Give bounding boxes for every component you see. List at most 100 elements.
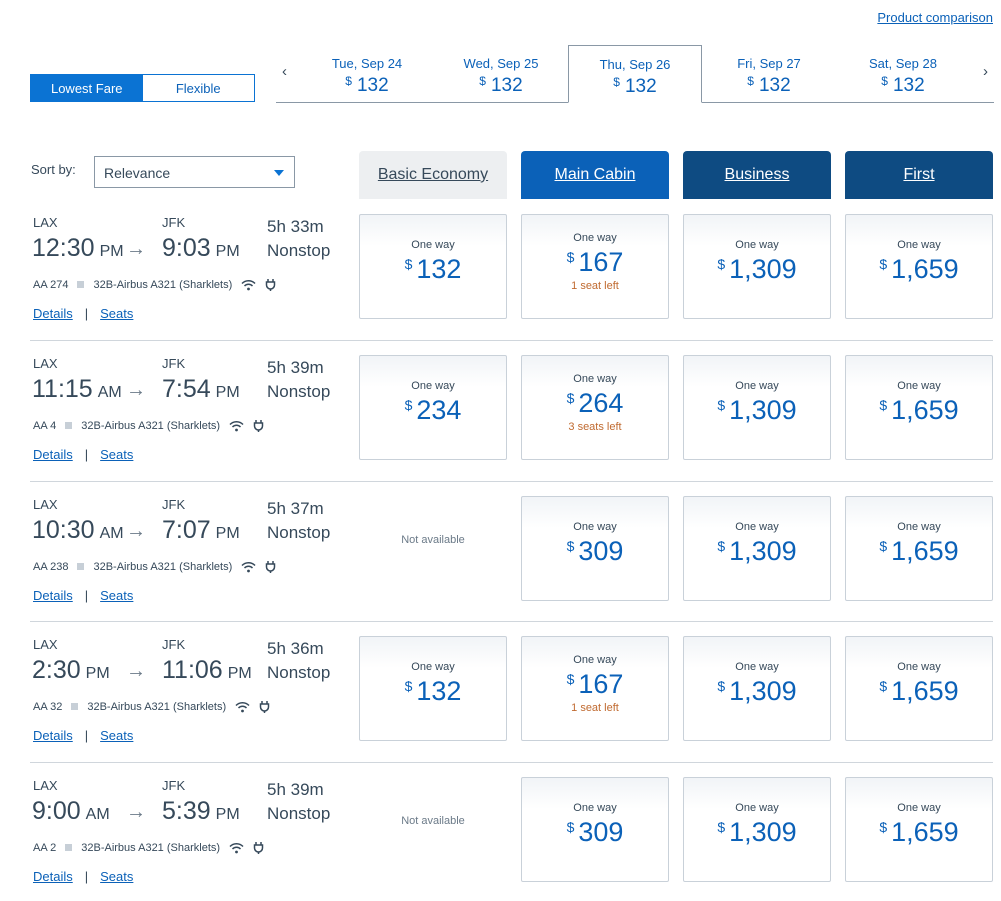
departure-time-value: 9:00 (32, 797, 81, 825)
fare-not-available: Not available (401, 814, 465, 827)
lowest-fare-toggle[interactable]: Lowest Fare (31, 75, 143, 101)
fare-card-main[interactable]: One way $264 3 seats left (521, 355, 669, 460)
chevron-right-icon[interactable]: › (983, 63, 988, 80)
fare-price-value: 167 (578, 669, 624, 699)
fare-card-main[interactable]: One way $309 (521, 496, 669, 601)
date-carousel: ‹ › Tue, Sep 24 $132 Wed, Sep 25 $132 Thu, S… (276, 45, 994, 103)
fare-price: $1,659 (846, 254, 992, 285)
date-tab[interactable]: Sat, Sep 28 $132 (836, 45, 970, 103)
fare-price: $1,659 (846, 395, 992, 426)
sort-dropdown[interactable]: Relevance (94, 156, 295, 188)
sort-label: Sort by: (31, 162, 76, 177)
fare-card-first[interactable]: One way $1,659 (845, 496, 993, 601)
currency-symbol: $ (566, 671, 575, 687)
date-tab[interactable]: Tue, Sep 24 $132 (300, 45, 434, 103)
fare-card-first[interactable]: One way $1,659 (845, 355, 993, 460)
currency-symbol: $ (566, 390, 575, 406)
chevron-left-icon[interactable]: ‹ (282, 63, 287, 80)
date-tab-label: Tue, Sep 24 (331, 56, 403, 71)
fare-card-first[interactable]: One way $1,659 (845, 777, 993, 882)
cabin-header-business[interactable]: Business (683, 151, 831, 199)
flight-row: LAX JFK 10:30 AM → 7:07 PM 5h 37m Nonstop AA 238 3… (30, 481, 993, 621)
date-tab-label: Fri, Sep 27 (737, 56, 801, 71)
fare-type-label: One way (411, 661, 455, 673)
seats-link[interactable]: Seats (100, 728, 134, 743)
fare-card-business[interactable]: One way $1,309 (683, 496, 831, 601)
arrow-right-icon: → (126, 801, 146, 823)
cabin-header-basic-economy[interactable]: Basic Economy (359, 151, 507, 199)
separator-square (77, 563, 85, 570)
currency-symbol: $ (566, 819, 575, 835)
flight-row: LAX JFK 11:15 AM → 7:54 PM 5h 39m Nonstop AA 4 32B… (30, 340, 993, 480)
fare-card-basic[interactable]: One way $132 (359, 214, 507, 319)
fare-type-label: One way (411, 239, 455, 251)
arrival-time-value: 7:07 (162, 516, 211, 544)
flexible-fare-toggle[interactable]: Flexible (142, 75, 254, 101)
fare-card-business[interactable]: One way $1,309 (683, 777, 831, 882)
date-tab[interactable]: Wed, Sep 25 $132 (434, 45, 568, 103)
date-tab[interactable]: Thu, Sep 26 $132 (568, 45, 702, 103)
link-separator: | (84, 588, 89, 603)
seats-left-notice: 1 seat left (571, 702, 619, 714)
details-link[interactable]: Details (33, 306, 73, 321)
fare-card-main[interactable]: One way $167 1 seat left (521, 214, 669, 319)
destination-airport: JFK (162, 778, 186, 793)
fare-price-value: 1,659 (891, 536, 959, 566)
departure-ampm: AM (97, 384, 122, 401)
flight-number: AA 274 (33, 278, 69, 291)
departure-time: 2:30 PM (32, 656, 110, 685)
arrival-ampm: PM (215, 243, 240, 260)
fare-card-first[interactable]: One way $1,659 (845, 214, 993, 319)
seats-link[interactable]: Seats (100, 447, 134, 462)
details-link[interactable]: Details (33, 588, 73, 603)
details-link[interactable]: Details (33, 869, 73, 884)
departure-time: 9:00 AM (32, 797, 110, 826)
wifi-icon (229, 420, 244, 432)
details-link[interactable]: Details (33, 447, 73, 462)
fare-price: $309 (522, 817, 668, 848)
seats-link[interactable]: Seats (100, 306, 134, 321)
flight-links: Details | Seats (33, 447, 133, 462)
fare-price-value: 309 (578, 536, 624, 566)
fare-price: $1,309 (684, 817, 830, 848)
fare-card-business[interactable]: One way $1,309 (683, 636, 831, 741)
fare-price: $1,309 (684, 254, 830, 285)
fare-type-label: One way (573, 232, 617, 244)
cabin-header-first[interactable]: First (845, 151, 993, 199)
fare-price: $1,659 (846, 676, 992, 707)
origin-airport: LAX (33, 497, 58, 512)
flight-stops: Nonstop (267, 523, 331, 542)
arrow-right-icon: → (126, 379, 146, 401)
separator-square (65, 422, 73, 429)
fare-type-label: One way (897, 380, 941, 392)
fare-card-main[interactable]: One way $167 1 seat left (521, 636, 669, 741)
fare-card-main[interactable]: One way $309 (521, 777, 669, 882)
product-comparison-link[interactable]: Product comparison (877, 10, 993, 25)
details-link[interactable]: Details (33, 728, 73, 743)
fare-price-value: 234 (416, 395, 462, 425)
date-tab-price-value: 132 (624, 76, 657, 97)
fare-card-basic[interactable]: One way $234 (359, 355, 507, 460)
fare-type-toggle: Lowest Fare Flexible (30, 74, 255, 102)
fare-card-first[interactable]: One way $1,659 (845, 636, 993, 741)
arrival-ampm: PM (215, 525, 240, 542)
fare-type-label: One way (897, 239, 941, 251)
fare-type-label: One way (897, 521, 941, 533)
departure-time-value: 2:30 (32, 656, 81, 684)
date-tab-price-value: 132 (490, 75, 523, 96)
flight-meta: AA 2 32B-Airbus A321 (Sharklets) (33, 841, 264, 854)
arrival-ampm: PM (227, 665, 252, 682)
date-tab[interactable]: Fri, Sep 27 $132 (702, 45, 836, 103)
cabin-header-main-cabin[interactable]: Main Cabin (521, 151, 669, 199)
origin-airport: LAX (33, 637, 58, 652)
seats-link[interactable]: Seats (100, 588, 134, 603)
currency-symbol: $ (566, 538, 575, 554)
fare-card-basic[interactable]: One way $132 (359, 636, 507, 741)
aircraft-type: 32B-Airbus A321 (Sharklets) (87, 700, 227, 713)
power-outlet-icon (265, 560, 276, 573)
fare-card-business[interactable]: One way $1,309 (683, 355, 831, 460)
seats-link[interactable]: Seats (100, 869, 134, 884)
fare-price-value: 309 (578, 817, 624, 847)
fare-price-value: 1,309 (729, 254, 797, 284)
fare-card-business[interactable]: One way $1,309 (683, 214, 831, 319)
